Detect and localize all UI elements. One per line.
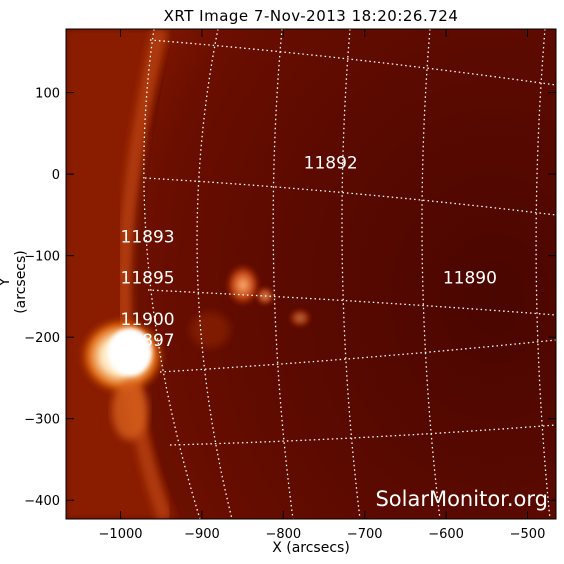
active-region-label: 11900 xyxy=(121,310,175,330)
plot-frame xyxy=(65,28,557,520)
grid-meridian xyxy=(143,29,201,519)
flare-plume xyxy=(112,380,148,440)
active-region-label: 11890 xyxy=(443,268,497,288)
grid-meridian xyxy=(421,29,441,519)
x-axis-ticks: −1000 −900 −800 −700 −600 −500 xyxy=(99,29,546,542)
grid-parallel xyxy=(144,177,556,216)
y-tick-label: −200 xyxy=(24,331,60,346)
y-axis-ticks: 100 0 −100 −200 −300 −400 xyxy=(24,87,556,509)
grid-meridian xyxy=(196,29,233,519)
y-axis-label: Y (arcsecs) xyxy=(0,250,29,314)
active-region-label: 11893 xyxy=(121,228,175,248)
grid-parallel xyxy=(169,424,556,446)
active-region-label: 11892 xyxy=(304,153,358,173)
x-tick-label: −600 xyxy=(428,527,464,542)
heliographic-grid xyxy=(143,29,556,519)
active-region-loops xyxy=(225,263,261,307)
y-tick-label: −100 xyxy=(24,250,60,265)
flare-core xyxy=(108,328,152,376)
x-tick-label: −900 xyxy=(184,527,220,542)
x-axis-label: X (arcsecs) xyxy=(272,540,350,556)
grid-parallel xyxy=(159,339,556,373)
y-tick-label: 0 xyxy=(52,168,60,183)
limb-edge xyxy=(117,29,172,519)
grid-meridian xyxy=(341,29,361,519)
active-region-label: 11895 xyxy=(121,268,175,288)
grid-parallel xyxy=(147,289,556,316)
active-region-haze xyxy=(190,312,230,348)
x-tick-label: −1000 xyxy=(99,527,143,542)
x-tick-label: −800 xyxy=(265,527,301,542)
figure-title: XRT Image 7-Nov-2013 18:20:26.724 xyxy=(163,7,459,25)
x-tick-label: −700 xyxy=(347,527,383,542)
y-tick-label: −400 xyxy=(24,494,60,509)
grid-meridian xyxy=(535,29,551,519)
x-tick-label: −500 xyxy=(510,527,546,542)
y-tick-label: 100 xyxy=(35,87,60,102)
solar-disk xyxy=(144,29,556,519)
active-region-label: 11897 xyxy=(121,331,175,351)
grid-meridian xyxy=(272,29,294,519)
active-region-loops-3 xyxy=(288,308,312,328)
watermark-label: SolarMonitor.org xyxy=(375,487,548,511)
y-tick-label: −300 xyxy=(24,413,60,428)
